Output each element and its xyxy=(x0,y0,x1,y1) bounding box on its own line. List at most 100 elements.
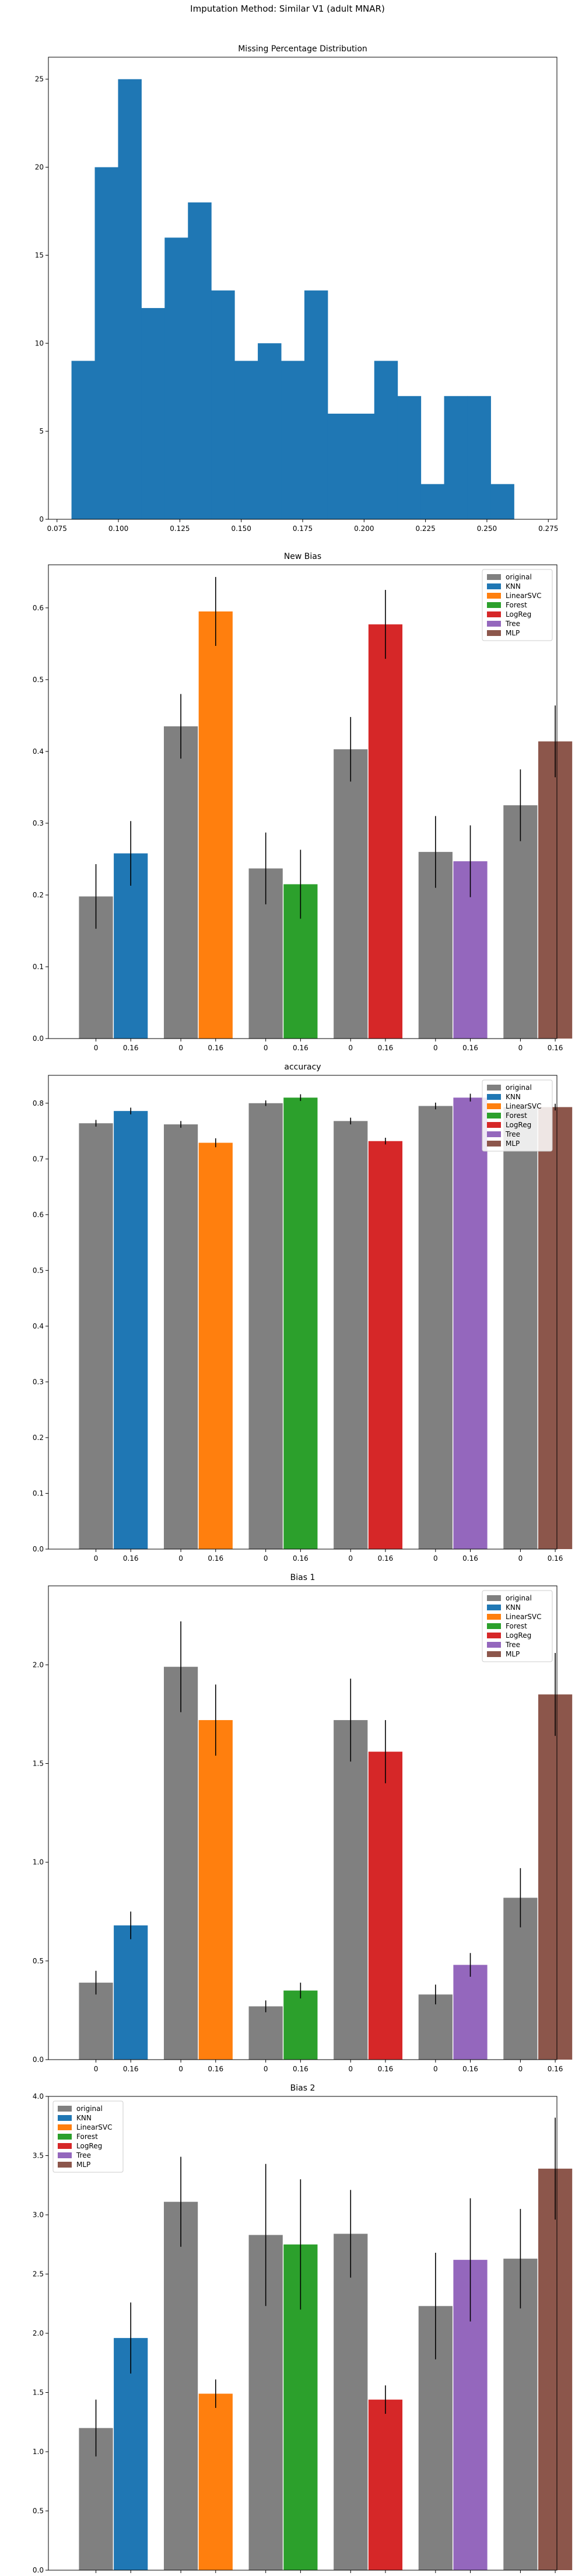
y-tick-label: 0 xyxy=(39,515,44,523)
legend-label-Tree: Tree xyxy=(76,2151,91,2159)
axes-frame-1 xyxy=(48,564,558,1039)
bar-LinearSVC xyxy=(198,611,233,1039)
y-tick-label: 5 xyxy=(39,427,44,435)
y-tick-label: 0.4 xyxy=(33,747,44,756)
legend-label-LinearSVC: LinearSVC xyxy=(506,1613,542,1621)
bar-original-MLP xyxy=(503,805,538,1039)
legend-swatch-Tree xyxy=(487,621,501,627)
x-tick-label: 0.150 xyxy=(232,525,251,533)
y-tick-label: 0.3 xyxy=(33,1378,44,1386)
x-tick-label: 0.16 xyxy=(293,2065,308,2073)
bar-LogReg xyxy=(368,1752,403,2060)
axes-frame-4 xyxy=(48,2096,558,2571)
bar-MLP xyxy=(538,1694,573,2060)
legend-label-KNN: KNN xyxy=(506,1603,521,1612)
legend-swatch-Tree xyxy=(58,2152,72,2158)
legend-swatch-Tree xyxy=(487,1642,501,1648)
x-tick-label: 0 xyxy=(178,1044,183,1052)
x-tick-label: 0.16 xyxy=(293,1044,308,1052)
y-tick-label: 0.1 xyxy=(33,963,44,971)
y-tick-label: 0.6 xyxy=(33,604,44,612)
legend-label-Tree: Tree xyxy=(505,620,520,628)
chart-title: Bias 1 xyxy=(290,1573,315,1582)
x-tick-label: 0.16 xyxy=(462,1044,478,1052)
y-tick-label: 0.0 xyxy=(33,1545,44,1553)
x-tick-label: 0.200 xyxy=(354,525,374,533)
x-tick-label: 0.075 xyxy=(47,525,67,533)
y-tick-label: 10 xyxy=(35,339,44,347)
histogram-bar xyxy=(188,202,212,519)
x-tick-label: 0.16 xyxy=(548,1554,563,1563)
y-tick-label: 2.0 xyxy=(33,2329,44,2337)
legend-swatch-Forest xyxy=(487,602,501,608)
x-tick-label: 0 xyxy=(178,1554,183,1563)
x-tick-label: 0.16 xyxy=(208,2065,223,2073)
x-tick-label: 0 xyxy=(433,1554,438,1563)
bar-original-LinearSVC xyxy=(163,1666,198,2060)
y-tick-label: 0.1 xyxy=(33,1489,44,1497)
bar-KNN xyxy=(114,1111,148,1549)
bar-original-LinearSVC xyxy=(163,726,198,1039)
y-tick-label: 4.0 xyxy=(33,2092,44,2100)
bar-panel-3: Bias 1 0 0.16 0 0.16 0 0.16 0 0.16 0 0.16 0 0.16 0.0 0… xyxy=(33,1573,573,2073)
x-tick-label: 0.16 xyxy=(548,1044,563,1052)
x-tick-label: 0 xyxy=(264,1044,268,1052)
bar-original-LogReg xyxy=(334,2234,368,2570)
chart-title: Missing Percentage Distribution xyxy=(238,44,367,54)
x-tick-label: 0 xyxy=(94,1044,99,1052)
y-tick-label: 0.4 xyxy=(33,1322,44,1330)
y-tick-label: 0.2 xyxy=(33,891,44,899)
legend-swatch-LogReg xyxy=(487,1633,501,1638)
legend-label-KNN: KNN xyxy=(506,582,521,590)
legend-swatch-LogReg xyxy=(487,1122,501,1128)
y-tick-label: 0.0 xyxy=(33,1034,44,1043)
legend-label-Forest: Forest xyxy=(76,2133,98,2141)
legend-swatch-original xyxy=(487,1595,501,1601)
bar-original-Tree xyxy=(418,1106,453,1549)
legend-label-Tree: Tree xyxy=(505,1641,520,1649)
bar-KNN xyxy=(114,2338,148,2570)
x-tick-label: 0.16 xyxy=(378,2065,394,2073)
x-tick-label: 0.16 xyxy=(378,1044,394,1052)
y-tick-label: 0.5 xyxy=(33,1957,44,1965)
x-tick-label: 0.275 xyxy=(538,525,558,533)
y-tick-label: 2.5 xyxy=(33,2270,44,2278)
y-tick-label: 1.0 xyxy=(33,2448,44,2456)
x-tick-label: 0 xyxy=(518,1554,523,1563)
legend-label-MLP: MLP xyxy=(506,629,520,637)
x-tick-label: 0.125 xyxy=(170,525,190,533)
x-tick-label: 0 xyxy=(348,1554,353,1563)
legend-swatch-LinearSVC xyxy=(487,1614,501,1620)
x-tick-label: 0 xyxy=(264,2065,268,2073)
legend-swatch-LogReg xyxy=(58,2143,72,2149)
y-tick-label: 0.5 xyxy=(33,1266,44,1274)
y-tick-label: 0.7 xyxy=(33,1155,44,1163)
legend-swatch-LinearSVC xyxy=(58,2124,72,2130)
legend-swatch-original xyxy=(58,2106,72,2112)
legend-label-LogReg: LogReg xyxy=(506,610,531,618)
legend-swatch-MLP xyxy=(58,2162,72,2168)
histogram-bar xyxy=(164,237,188,519)
histogram-bar xyxy=(420,484,445,519)
legend-swatch-Forest xyxy=(487,1623,501,1629)
axes-frame-2 xyxy=(48,1075,558,1550)
y-tick-label: 15 xyxy=(35,251,44,259)
legend-label-Tree: Tree xyxy=(505,1130,520,1138)
y-tick-label: 3.0 xyxy=(33,2211,44,2219)
legend-label-LogReg: LogReg xyxy=(506,1121,531,1129)
legend-swatch-MLP xyxy=(487,1141,501,1147)
legend-swatch-LogReg xyxy=(487,611,501,617)
y-tick-label: 1.5 xyxy=(33,2389,44,2397)
chart-title: New Bias xyxy=(284,552,321,561)
x-tick-label: 0.16 xyxy=(548,2065,563,2073)
legend-label-Forest: Forest xyxy=(506,1112,527,1120)
legend-label-MLP: MLP xyxy=(76,2161,90,2169)
bar-original-KNN xyxy=(79,1983,113,2060)
legend-label-original: original xyxy=(506,1594,532,1602)
legend-label-LinearSVC: LinearSVC xyxy=(506,1102,542,1110)
histogram-bar xyxy=(141,307,165,519)
bar-original-LogReg xyxy=(334,1720,368,2060)
histogram-bar xyxy=(304,290,328,519)
